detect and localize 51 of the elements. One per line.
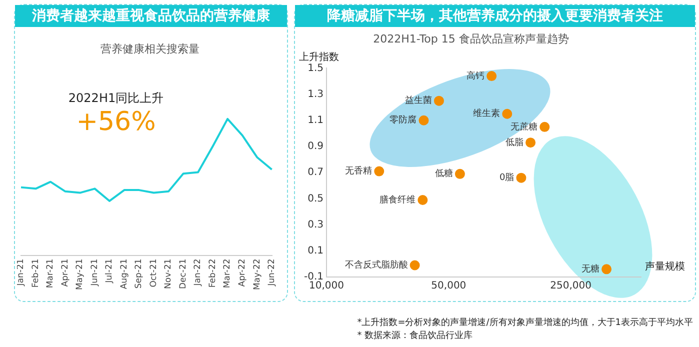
x-tick-label: Sep-21: [134, 258, 144, 289]
series-label: 低脂: [506, 136, 524, 148]
x-tick-label: Aug-21: [119, 258, 130, 290]
text: *上升指数=分析对象的声量增速/所有对象声量增速的均值，大于1表示高于平均水平: [357, 317, 693, 330]
y-tick-label: 1.5: [308, 62, 324, 74]
x-tick-label: Jun-21: [90, 258, 100, 287]
y-tick-label: 0.9: [308, 141, 324, 152]
annotation: +56%: [76, 107, 156, 138]
series-label: 无香精: [345, 166, 372, 177]
x-tick-label: 250,000: [550, 280, 592, 292]
series-label: 高钙: [466, 70, 485, 82]
x-tick-label: Jun-22: [267, 258, 278, 287]
x-tick-label: Dec-21: [178, 258, 188, 290]
y-axis-title: 上升指数: [299, 50, 339, 63]
chart-title: 降糖减脂下半场，其他营养成分的摄入更要消费者关注: [295, 5, 695, 27]
series-label: 维生素: [473, 108, 500, 120]
x-tick-label: Feb-21: [30, 258, 41, 288]
y-tick-label: 1.1: [308, 114, 324, 126]
series-label: 无蔗糖: [510, 121, 538, 132]
chart-subtitle: 营养健康相关搜索量: [100, 42, 200, 56]
series-label: 不含反式脂肪酸: [344, 260, 408, 271]
x-tick-label: Apr-22: [237, 258, 248, 287]
chart-subtitle: 2022H1-Top 15 食品饮品宣称声量趋势: [373, 32, 569, 46]
x-tick-label: Oct-21: [148, 258, 159, 288]
x-tick-label: Jul-21: [104, 258, 115, 284]
text: 2022H1同比上升: [68, 91, 164, 106]
x-tick-label: May-21: [75, 258, 86, 290]
series-label: 膳食纤维: [380, 194, 416, 206]
y-tick-label: 0.3: [308, 219, 324, 230]
x-tick-label: Mar-22: [222, 258, 233, 288]
x-tick-label: Apr-21: [60, 258, 70, 287]
y-tick-label: 1.3: [308, 88, 324, 100]
x-tick-label: Feb-22: [208, 258, 218, 288]
chart-title: 消费者越来越重视食品饮品的营养健康: [15, 5, 287, 27]
x-tick-label: 50,000: [431, 280, 466, 292]
x-tick-label: 10,000: [309, 280, 344, 292]
series-label: 零防腐: [390, 114, 417, 126]
x-tick-label: Nov-21: [164, 258, 174, 289]
x-tick-label: Jan-22: [193, 258, 204, 287]
y-tick-label: 0.7: [308, 167, 324, 178]
series-label: 低糖: [434, 168, 453, 180]
series-label: 0脂: [499, 172, 514, 184]
series-label: 益生菌: [404, 95, 432, 106]
x-tick-label: May-22: [252, 258, 262, 290]
y-tick-label: 0.5: [308, 193, 324, 204]
x-axis-title: 声量规模: [645, 260, 685, 273]
x-tick-label: Jan-21: [16, 258, 26, 287]
text: * 数据来源：食品饮品行业库: [357, 330, 474, 343]
x-tick-label: Mar-21: [46, 258, 56, 288]
series-label: 无糖: [582, 264, 600, 275]
y-tick-label: 0.1: [308, 245, 324, 256]
